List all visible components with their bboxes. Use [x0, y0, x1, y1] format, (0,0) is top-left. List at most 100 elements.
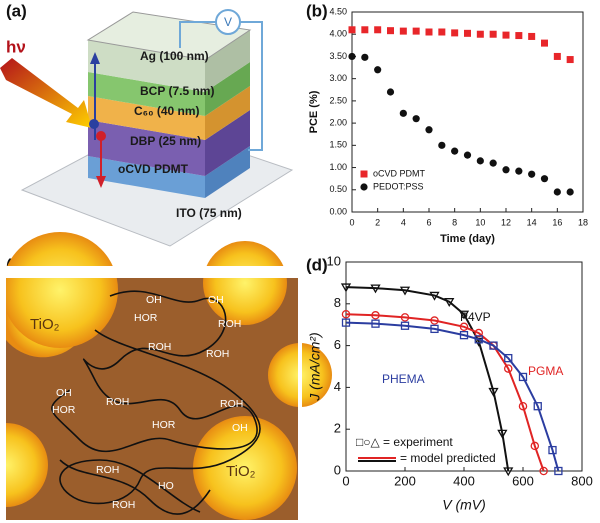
x-axis-title: V (mV) — [442, 497, 486, 513]
y-tick-label: 0.50 — [329, 184, 347, 194]
x-axis-title: Time (day) — [440, 233, 495, 245]
y-tick-label: 1.00 — [329, 162, 347, 172]
x-tick-label: 400 — [453, 473, 475, 488]
y-tick-label: 0.00 — [329, 206, 347, 216]
data-point — [503, 364, 513, 373]
layer-top — [86, 11, 252, 61]
data-point — [476, 157, 484, 165]
arrowhead — [96, 176, 106, 188]
layer — [88, 40, 205, 92]
data-point — [430, 324, 439, 334]
x-tick-label: 4 — [401, 217, 406, 227]
electron — [89, 119, 99, 129]
plot-frame — [351, 11, 584, 213]
data-point — [515, 167, 523, 175]
layer — [88, 156, 205, 198]
data-point — [548, 445, 557, 455]
data-point — [348, 52, 356, 61]
mask — [298, 278, 302, 523]
data-point — [541, 39, 548, 47]
y-tick-label: 6 — [334, 337, 341, 352]
light-arrow — [0, 58, 92, 128]
series-line — [345, 321, 560, 472]
data-point — [438, 141, 446, 149]
x-tick-label: 800 — [571, 473, 593, 488]
layer-label: ITO (75 nm) — [176, 206, 242, 220]
hole — [96, 131, 106, 141]
data-point — [361, 26, 369, 34]
polymer-chains — [51, 290, 261, 515]
data-point — [399, 109, 407, 117]
x-tick-label: 200 — [394, 473, 416, 488]
y-tick-label: 2 — [334, 421, 341, 436]
layer — [88, 120, 205, 176]
voltmeter — [215, 9, 241, 35]
data-point — [374, 26, 382, 34]
y-tick-label: 3.00 — [329, 73, 347, 83]
legend-label: PEDOT:PSS — [373, 181, 424, 191]
panel-label: (d) — [306, 255, 328, 274]
data-point — [451, 147, 459, 155]
y-axis-title: PCE (%) — [308, 90, 320, 133]
x-tick-label: 600 — [512, 473, 534, 488]
y-tick-label: 3.50 — [329, 51, 347, 61]
y-tick-label: 1.50 — [329, 140, 347, 150]
light-label: hν — [6, 37, 26, 56]
x-tick-label: 2 — [375, 217, 380, 227]
group-label: ROH — [106, 396, 129, 408]
group-label: ROH — [218, 318, 241, 330]
layer-label: BCP (7.5 nm) — [140, 84, 214, 98]
group-label: ROH — [206, 348, 229, 360]
device-diagram: V hν Ag (100 nm) BCP (7.5 nm) C₆₀ (40 nm… — [0, 9, 294, 247]
data-point — [566, 188, 574, 196]
data-point — [412, 27, 420, 35]
group-label: ROH — [220, 398, 243, 410]
data-point — [554, 466, 563, 476]
group-label: ROH — [148, 341, 171, 353]
data-point — [370, 284, 381, 294]
particle — [2, 232, 118, 348]
data-point — [553, 188, 561, 196]
group-label: HOR — [152, 419, 176, 431]
data-point — [458, 310, 470, 320]
data-point — [489, 341, 498, 350]
group-label: HOR — [134, 312, 158, 324]
x-tick-label: 12 — [501, 217, 511, 227]
group-label: OH — [208, 294, 224, 306]
y-tick-label: 0 — [334, 462, 341, 477]
y-axis-title: J (mA/cm²) — [307, 332, 323, 401]
data-point — [540, 175, 549, 183]
legend-label: oCVD PDMT — [373, 168, 426, 178]
data-point — [459, 322, 469, 332]
x-tick-label: 10 — [475, 217, 485, 227]
layer — [205, 62, 250, 116]
data-point — [539, 466, 548, 476]
y-tick-label: 4.50 — [329, 6, 347, 16]
data-point — [474, 328, 483, 338]
data-point — [374, 66, 382, 74]
data-point — [451, 29, 459, 37]
layer — [205, 110, 250, 176]
data-point — [430, 316, 439, 325]
mask — [0, 266, 300, 278]
data-point — [340, 283, 352, 293]
particle — [203, 241, 287, 325]
layer-label: Ag (100 nm) — [140, 49, 209, 63]
layer — [205, 146, 250, 198]
data-point — [497, 429, 508, 439]
data-point — [371, 319, 380, 328]
series-annotation: P4VP — [460, 310, 491, 324]
x-tick-label: 0 — [349, 217, 354, 227]
mask — [0, 278, 6, 523]
group-label: HO — [158, 480, 174, 492]
series-annotation: PHEMA — [382, 372, 425, 386]
x-tick-label: 18 — [578, 217, 588, 227]
group-label: OH — [146, 294, 162, 306]
data-point — [528, 170, 536, 178]
legend-label: □○△ = experiment — [356, 435, 453, 449]
layer-label: DBP (25 nm) — [130, 134, 201, 148]
data-point — [476, 30, 484, 38]
y-tick-label: 2.50 — [329, 95, 347, 105]
layer-label: oCVD PDMT — [118, 162, 189, 176]
